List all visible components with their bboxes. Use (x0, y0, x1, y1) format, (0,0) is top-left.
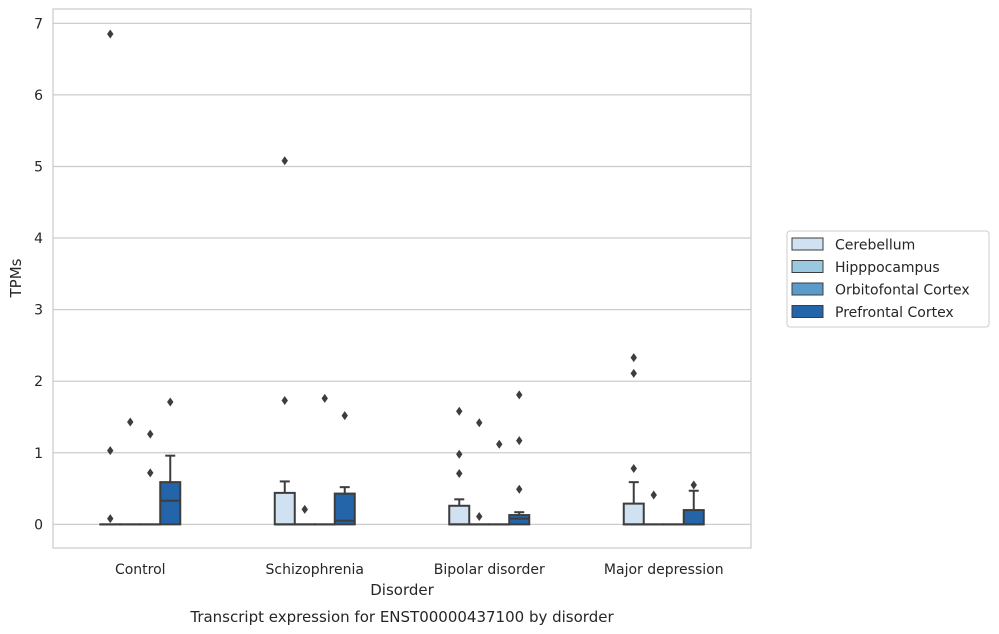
box-rect (682, 509, 705, 526)
legend-swatch (791, 305, 824, 318)
box-group (119, 417, 142, 526)
outlier-point (127, 417, 134, 427)
outlier-point (456, 449, 463, 459)
box-group (313, 393, 336, 526)
box-group (642, 490, 665, 526)
outlier-point (516, 390, 523, 400)
box-group (622, 353, 645, 526)
x-axis-label: Disorder (370, 581, 434, 599)
outlier-point (167, 397, 174, 407)
outlier-point (147, 468, 154, 478)
outlier-point (107, 29, 114, 39)
box-rect (622, 502, 645, 526)
legend-swatch (791, 260, 824, 273)
y-tick-label: 0 (34, 517, 43, 533)
box-rect (333, 492, 356, 526)
outlier-point (456, 406, 463, 416)
y-tick-label: 1 (34, 446, 43, 462)
outlier-point (630, 464, 637, 474)
outlier-point (516, 436, 523, 446)
outlier-point (147, 429, 154, 439)
box-group (273, 156, 296, 526)
box-rect (448, 504, 471, 526)
outlier-point (281, 156, 288, 166)
outlier-point (107, 446, 114, 456)
outlier-point (630, 353, 637, 363)
outlier-point (107, 514, 114, 524)
box-group (159, 397, 182, 526)
outlier-point (630, 368, 637, 378)
box-group (333, 411, 356, 526)
box-group (448, 406, 471, 526)
box-group (508, 390, 531, 526)
y-tick-label: 2 (34, 374, 43, 390)
legend-label: Prefrontal Cortex (835, 305, 954, 321)
x-tick-label: Bipolar disorder (434, 562, 545, 578)
outlier-point (690, 480, 697, 490)
legend: Cerebellum Hipppocampus Orbitofontal Corte… (786, 230, 990, 328)
legend-frame (786, 230, 990, 328)
x-tick-label: Major depression (604, 562, 724, 578)
outlier-point (301, 504, 308, 514)
y-tick-labels: 0 1 2 3 4 5 6 7 (34, 16, 43, 533)
legend-swatch (791, 282, 824, 296)
y-tick-label: 4 (34, 231, 43, 247)
legend-label: Cerebellum (835, 238, 915, 254)
box-group (682, 480, 705, 526)
boxes (99, 29, 705, 526)
y-tick-label: 6 (34, 88, 43, 104)
legend-swatch (791, 237, 824, 251)
outlier-point (476, 418, 483, 428)
outlier-point (650, 490, 657, 500)
plot-frame (52, 8, 752, 549)
y-axis-label: TPMs (7, 258, 25, 298)
x-tick-labels: Control Schizophrenia Bipolar disorder Majo… (115, 562, 724, 578)
outlier-point (321, 393, 328, 403)
box-group (139, 429, 162, 526)
x-tick-label: Schizophrenia (266, 562, 364, 578)
box-group (99, 29, 122, 526)
y-tick-label: 5 (34, 159, 43, 175)
y-tick-label: 3 (34, 303, 43, 319)
outlier-point (281, 396, 288, 406)
box-rect (273, 491, 296, 526)
x-tick-label: Control (115, 562, 166, 578)
box-group (293, 504, 316, 526)
box-group (468, 418, 491, 526)
y-gridlines (53, 22, 751, 526)
outlier-point (341, 411, 348, 421)
box-group (488, 439, 511, 526)
outlier-point (496, 439, 503, 449)
box-rect (508, 514, 531, 526)
y-tick-label: 7 (34, 16, 43, 32)
box-rect (159, 481, 182, 526)
outlier-point (476, 512, 483, 522)
legend-label: Hipppocampus (835, 260, 940, 276)
chart-title: Transcript expression for ENST0000043710… (189, 608, 614, 626)
outlier-point (516, 484, 523, 494)
outlier-point (456, 469, 463, 479)
legend-label: Orbitofontal Cortex (835, 283, 970, 299)
